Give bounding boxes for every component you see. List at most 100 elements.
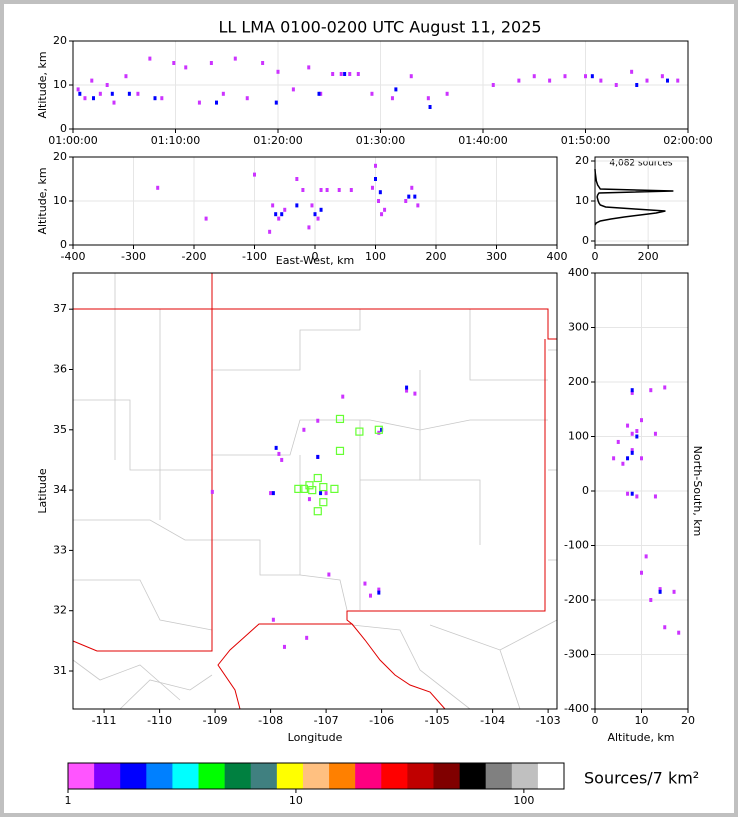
source-point [327, 572, 331, 577]
source-point [626, 491, 630, 496]
station [305, 481, 314, 490]
source-point [377, 590, 381, 595]
source-point [590, 74, 594, 79]
y-axis-label: Latitude [36, 468, 49, 514]
source-point [280, 457, 284, 462]
y-tick-label: 32 [53, 604, 67, 617]
x-tick-label: 01:30:00 [356, 134, 405, 147]
source-point [269, 491, 273, 496]
source-point [413, 194, 417, 199]
source-point [339, 72, 343, 76]
source-point [404, 199, 408, 203]
source-point [245, 96, 249, 101]
x-tick-label: 01:10:00 [151, 134, 200, 147]
source-point [276, 69, 280, 74]
y-tick-label: 31 [53, 664, 67, 677]
colorbar-frame [67, 762, 565, 790]
source-point [630, 491, 634, 496]
source-point [390, 96, 394, 101]
x-tick-label: -109 [203, 714, 228, 727]
x-axis-label: Longitude [288, 731, 343, 744]
source-point [310, 203, 314, 208]
source-point [268, 229, 272, 234]
source-point [337, 188, 341, 192]
source-point [341, 394, 345, 399]
x-tick-label: 1 [65, 794, 72, 807]
colorbar-swatch [250, 763, 278, 789]
source-point [305, 635, 309, 640]
source-point [349, 188, 353, 192]
source-point [274, 212, 278, 217]
source-point [491, 83, 495, 87]
y-tick-label: 35 [53, 423, 67, 436]
y-tick-label: 20 [53, 34, 67, 47]
x-tick-label: -300 [121, 250, 146, 263]
colorbar-swatch [511, 763, 539, 789]
station [313, 507, 322, 516]
source-point [317, 91, 321, 96]
colorbar-swatch [329, 763, 356, 789]
colorbar-swatch [355, 763, 382, 789]
x-tick-label: 01:20:00 [253, 134, 302, 147]
source-point [271, 203, 275, 208]
source-point [90, 78, 94, 83]
source-point [274, 100, 278, 105]
source-point [148, 56, 152, 61]
source-point [405, 388, 409, 393]
station [294, 484, 303, 493]
source-point [663, 625, 667, 630]
source-point [630, 448, 634, 453]
x-tick-label: -110 [147, 714, 172, 727]
source-point [394, 87, 398, 92]
y-tick-label: 0 [582, 484, 589, 497]
source-point [316, 216, 320, 221]
source-point [630, 431, 634, 436]
x-tick-label: 0 [592, 250, 599, 263]
source-point [660, 74, 664, 79]
x-tick-label: -108 [258, 714, 283, 727]
y-tick-label: 10 [53, 78, 67, 91]
source-point [253, 172, 256, 177]
x-tick-label: -111 [92, 714, 117, 727]
station [319, 498, 328, 507]
source-point [645, 78, 649, 83]
source-point [517, 78, 521, 83]
x-tick-label: -100 [242, 250, 267, 263]
plot-frame [594, 156, 689, 246]
source-point [416, 203, 420, 208]
source-point [563, 74, 567, 79]
x-tick-label: 400 [547, 250, 568, 263]
colorbar-swatch [537, 763, 565, 789]
y-tick-label: 20 [575, 154, 589, 167]
y-tick-label: -400 [564, 702, 589, 715]
y-tick-label: 0 [60, 122, 67, 135]
x-tick-label: 100 [365, 250, 386, 263]
x-tick-label: 01:00:00 [48, 134, 97, 147]
colorbar-swatch [276, 763, 304, 789]
source-point [663, 385, 667, 390]
source-point [653, 431, 657, 436]
colorbar-swatch [94, 763, 121, 789]
source-point [98, 91, 102, 96]
line [594, 168, 674, 226]
source-point [635, 429, 639, 434]
source-point [658, 587, 662, 592]
y-tick-label: -200 [564, 593, 589, 606]
plot-frame [72, 156, 558, 246]
source-point [307, 225, 311, 230]
source-point [271, 617, 275, 622]
station [319, 482, 328, 492]
source-point [319, 207, 323, 212]
source-point [283, 207, 287, 212]
source-point [630, 450, 634, 455]
source-point [197, 100, 201, 105]
source-point [380, 212, 384, 217]
source-point [307, 65, 311, 70]
source-point [319, 91, 323, 96]
source-point [112, 100, 116, 105]
source-point [348, 72, 352, 76]
source-point [630, 390, 634, 395]
source-point [153, 96, 157, 101]
